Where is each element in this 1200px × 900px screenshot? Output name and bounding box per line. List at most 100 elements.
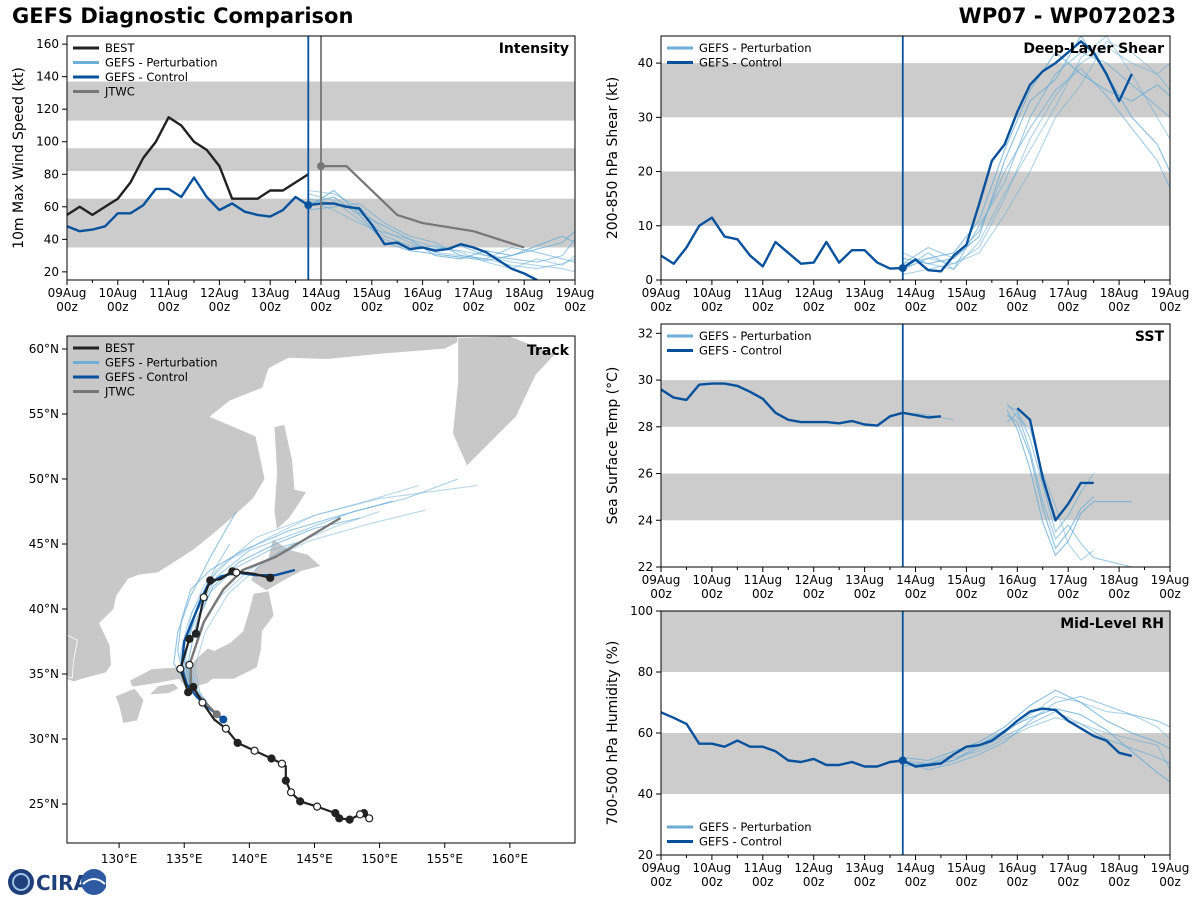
legend-label-perturbation: GEFS - Perturbation (105, 356, 218, 370)
x-tick-label: 150°E (361, 852, 398, 866)
climatology-band (661, 380, 1170, 427)
x-tick-label: 18Aug (1100, 286, 1139, 300)
x-tick-label: 15Aug (947, 861, 986, 875)
x-tick-sublabel: 00z (956, 587, 978, 601)
best-track-marker (185, 634, 194, 644)
x-tick-sublabel: 00z (803, 300, 825, 314)
perturbation-line (1006, 410, 1132, 556)
climatology-band (661, 611, 1170, 672)
legend-label-perturbation: GEFS - Perturbation (699, 41, 812, 55)
x-tick-label: 19Aug (556, 286, 595, 300)
cira-logo: CIRA (8, 869, 106, 895)
panel-deep-layer-shear: 09Aug00z10Aug00z11Aug00z12Aug00z13Aug00z… (605, 35, 1190, 314)
x-tick-label: 10Aug (693, 861, 732, 875)
y-tick-label: 40°N (29, 602, 59, 616)
y-tick-label: 28 (638, 420, 653, 434)
best-track-marker (355, 810, 365, 819)
x-tick-label: 13Aug (251, 286, 290, 300)
panel-intensity: 09Aug00z10Aug00z11Aug00z12Aug00z13Aug00z… (11, 35, 595, 314)
perturbation-track (184, 543, 231, 720)
best-track-marker (266, 573, 275, 582)
y-tick-label: 50°N (29, 472, 59, 486)
y-tick-label: 20 (44, 265, 59, 279)
x-tick-sublabel: 00z (310, 300, 332, 314)
best-track-marker (365, 814, 374, 823)
x-tick-label: 19Aug (1151, 286, 1190, 300)
x-tick-label: 12Aug (794, 861, 833, 875)
x-tick-label: 16Aug (998, 573, 1037, 587)
panel-title: Track (527, 343, 570, 359)
panel-title: SST (1135, 329, 1165, 345)
y-tick-label: 60 (638, 726, 653, 740)
page-title: GEFS Diagnostic Comparison (12, 4, 354, 28)
best-track-line (67, 116, 309, 217)
x-tick-sublabel: 00z (905, 875, 927, 889)
control-track-marker (219, 715, 228, 724)
best-track-marker (277, 759, 287, 768)
perturbation-line (308, 189, 575, 260)
perturbation-line (902, 36, 1170, 270)
perturbation-line (308, 196, 575, 262)
x-tick-label: 11Aug (743, 573, 782, 587)
x-tick-label: 16Aug (998, 861, 1037, 875)
control-line (661, 382, 942, 427)
x-tick-sublabel: 00z (803, 587, 825, 601)
x-tick-sublabel: 00z (1057, 875, 1079, 889)
y-tick-label: 24 (638, 513, 653, 527)
legend-label-best: BEST (105, 341, 135, 355)
x-tick-label: 18Aug (1100, 573, 1139, 587)
x-tick-label: 17Aug (1049, 286, 1088, 300)
map-frame (66, 335, 576, 844)
y-tick-label: 140 (36, 70, 59, 84)
y-tick-label: 40 (638, 787, 653, 801)
x-tick-sublabel: 00z (1007, 300, 1029, 314)
y-tick-label: 100 (630, 604, 653, 618)
x-tick-label: 12Aug (200, 286, 239, 300)
x-tick-sublabel: 00z (854, 875, 876, 889)
sakhalin (273, 423, 308, 531)
plot-area (661, 611, 1170, 794)
perturbation-line (902, 689, 1170, 762)
x-tick-sublabel: 00z (701, 300, 723, 314)
best-track-marker (198, 698, 207, 707)
climatology-band (661, 171, 1170, 226)
y-tick-label: 30 (638, 110, 653, 124)
climatology-band (661, 63, 1170, 118)
x-tick-label: 14Aug (896, 573, 935, 587)
x-tick-label: 15Aug (947, 286, 986, 300)
x-tick-label: 12Aug (794, 573, 833, 587)
x-tick-label: 09Aug (642, 286, 681, 300)
panel-title: Deep-Layer Shear (1023, 41, 1164, 57)
x-tick-sublabel: 00z (1057, 300, 1079, 314)
x-tick-sublabel: 00z (412, 300, 434, 314)
x-tick-label: 18Aug (505, 286, 544, 300)
y-tick-label: 160 (36, 37, 59, 51)
x-tick-label: 16Aug (403, 286, 442, 300)
x-tick-label: 14Aug (896, 861, 935, 875)
honshu (128, 590, 275, 691)
x-tick-label: 16Aug (998, 286, 1037, 300)
best-track-marker (176, 664, 185, 673)
x-tick-sublabel: 00z (259, 300, 281, 314)
y-tick-label: 22 (638, 560, 653, 574)
jtwc-line (321, 165, 525, 249)
y-tick-label: 26 (638, 467, 653, 481)
x-tick-label: 09Aug (642, 861, 681, 875)
perturbation-line (902, 67, 1170, 265)
perturbation-line (308, 189, 575, 270)
x-tick-label: 15Aug (352, 286, 391, 300)
x-tick-sublabel: 00z (463, 300, 485, 314)
legend-label-best: BEST (105, 41, 135, 55)
plot-area (661, 380, 1170, 567)
perturbation-line (902, 695, 1170, 771)
y-tick-label: 80 (638, 665, 653, 679)
x-tick-label: 17Aug (1049, 573, 1088, 587)
plot-frame (660, 323, 1171, 568)
panel-title: Intensity (499, 41, 569, 57)
x-tick-sublabel: 00z (1108, 875, 1130, 889)
x-tick-label: 11Aug (149, 286, 188, 300)
legend-label-control: GEFS - Control (699, 835, 782, 849)
best-track-marker (184, 688, 193, 697)
kamchatka (452, 336, 557, 467)
x-tick-sublabel: 00z (905, 300, 927, 314)
